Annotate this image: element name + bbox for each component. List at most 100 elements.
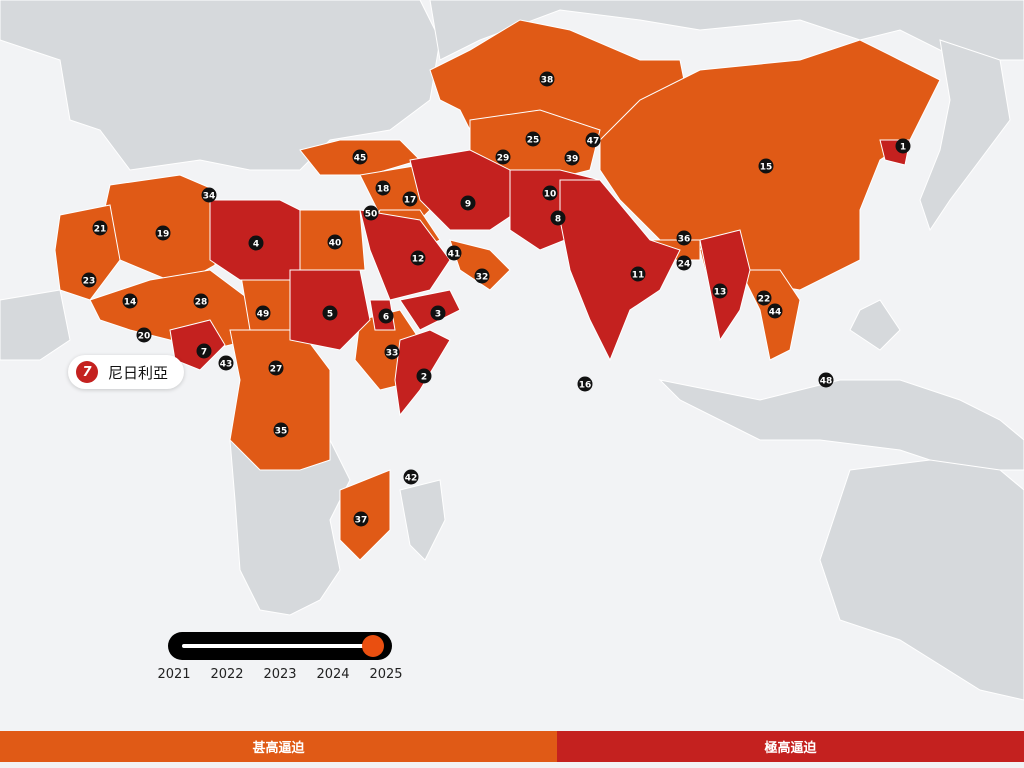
svg-text:15: 15 bbox=[760, 163, 773, 173]
marker-17[interactable]: 17 bbox=[402, 191, 418, 207]
marker-27[interactable]: 27 bbox=[268, 360, 284, 376]
svg-text:50: 50 bbox=[365, 210, 378, 220]
world-map: 1 2 3 4 5 6 7 8 9 10 11 12 13 14 15 16 1… bbox=[0, 0, 1024, 701]
marker-3[interactable]: 3 bbox=[430, 305, 446, 321]
legend-bar: 甚高逼迫 極高逼迫 bbox=[0, 731, 1024, 762]
marker-43[interactable]: 43 bbox=[218, 355, 234, 371]
svg-text:34: 34 bbox=[203, 192, 216, 202]
marker-24[interactable]: 24 bbox=[676, 255, 692, 271]
marker-23[interactable]: 23 bbox=[81, 272, 97, 288]
country-markers: 1 2 3 4 5 6 7 8 9 10 11 12 13 14 15 16 1… bbox=[81, 71, 911, 527]
marker-13[interactable]: 13 bbox=[712, 283, 728, 299]
svg-text:33: 33 bbox=[386, 349, 399, 359]
marker-49[interactable]: 49 bbox=[255, 305, 271, 321]
marker-5[interactable]: 5 bbox=[322, 305, 338, 321]
svg-text:38: 38 bbox=[541, 76, 554, 86]
marker-44[interactable]: 44 bbox=[767, 303, 783, 319]
marker-34[interactable]: 34 bbox=[201, 187, 217, 203]
year-label-2024[interactable]: 2024 bbox=[316, 667, 350, 682]
country-name: 尼日利亞 bbox=[108, 363, 169, 382]
year-label-2022[interactable]: 2022 bbox=[210, 667, 244, 682]
marker-42[interactable]: 42 bbox=[403, 469, 419, 485]
svg-text:10: 10 bbox=[544, 190, 557, 200]
marker-14[interactable]: 14 bbox=[122, 293, 138, 309]
svg-text:27: 27 bbox=[270, 365, 283, 375]
marker-28[interactable]: 28 bbox=[193, 293, 209, 309]
legend-extreme: 極高逼迫 bbox=[557, 731, 1024, 762]
svg-text:23: 23 bbox=[83, 277, 96, 287]
svg-text:25: 25 bbox=[527, 136, 540, 146]
svg-text:43: 43 bbox=[220, 360, 233, 370]
svg-text:44: 44 bbox=[769, 308, 782, 318]
marker-39[interactable]: 39 bbox=[564, 150, 580, 166]
year-slider[interactable] bbox=[168, 632, 392, 660]
legend-very-high: 甚高逼迫 bbox=[0, 731, 557, 762]
marker-33[interactable]: 33 bbox=[384, 344, 400, 360]
marker-47[interactable]: 47 bbox=[585, 132, 601, 148]
marker-38[interactable]: 38 bbox=[539, 71, 555, 87]
svg-text:6: 6 bbox=[383, 313, 389, 323]
svg-text:3: 3 bbox=[435, 310, 441, 320]
year-label-2023[interactable]: 2023 bbox=[263, 667, 297, 682]
marker-50[interactable]: 50 bbox=[363, 205, 379, 221]
marker-9[interactable]: 9 bbox=[460, 195, 476, 211]
slider-line bbox=[182, 644, 378, 648]
svg-text:28: 28 bbox=[195, 298, 208, 308]
marker-21[interactable]: 21 bbox=[92, 220, 108, 236]
marker-22[interactable]: 22 bbox=[756, 290, 772, 306]
svg-text:35: 35 bbox=[275, 427, 288, 437]
rank-badge: 7 bbox=[76, 361, 98, 383]
svg-text:16: 16 bbox=[579, 381, 592, 391]
marker-4[interactable]: 4 bbox=[248, 235, 264, 251]
svg-text:20: 20 bbox=[138, 332, 151, 342]
svg-text:7: 7 bbox=[201, 348, 207, 358]
svg-text:1: 1 bbox=[900, 143, 906, 153]
year-labels: 2021 2022 2023 2024 2025 bbox=[148, 667, 412, 682]
marker-25[interactable]: 25 bbox=[525, 131, 541, 147]
marker-8[interactable]: 8 bbox=[550, 210, 566, 226]
marker-29[interactable]: 29 bbox=[495, 149, 511, 165]
extreme-regions bbox=[169, 139, 911, 417]
marker-15[interactable]: 15 bbox=[758, 158, 774, 174]
svg-text:29: 29 bbox=[497, 154, 510, 164]
svg-text:22: 22 bbox=[758, 295, 771, 305]
svg-text:40: 40 bbox=[329, 239, 342, 249]
svg-text:48: 48 bbox=[820, 377, 833, 387]
marker-37[interactable]: 37 bbox=[353, 511, 369, 527]
marker-12[interactable]: 12 bbox=[410, 250, 426, 266]
marker-20[interactable]: 20 bbox=[136, 327, 152, 343]
marker-36[interactable]: 36 bbox=[676, 230, 692, 246]
marker-10[interactable]: 10 bbox=[542, 185, 558, 201]
svg-text:42: 42 bbox=[405, 474, 418, 484]
marker-32[interactable]: 32 bbox=[474, 268, 490, 284]
slider-handle[interactable] bbox=[362, 635, 384, 657]
year-label-2021[interactable]: 2021 bbox=[157, 667, 191, 682]
marker-19[interactable]: 19 bbox=[155, 225, 171, 241]
marker-48[interactable]: 48 bbox=[818, 372, 834, 388]
marker-7[interactable]: 7 bbox=[196, 343, 212, 359]
marker-2[interactable]: 2 bbox=[416, 368, 432, 384]
marker-1[interactable]: 1 bbox=[895, 138, 911, 154]
svg-text:11: 11 bbox=[632, 271, 645, 281]
svg-text:21: 21 bbox=[94, 225, 107, 235]
svg-text:2: 2 bbox=[421, 373, 427, 383]
marker-16[interactable]: 16 bbox=[577, 376, 593, 392]
background-land bbox=[0, 0, 1024, 701]
svg-text:45: 45 bbox=[354, 154, 367, 164]
marker-18[interactable]: 18 bbox=[375, 180, 391, 196]
svg-text:37: 37 bbox=[355, 516, 368, 526]
svg-text:4: 4 bbox=[253, 240, 259, 250]
marker-6[interactable]: 6 bbox=[378, 308, 394, 324]
svg-text:18: 18 bbox=[377, 185, 390, 195]
svg-text:41: 41 bbox=[448, 250, 461, 260]
year-label-2025[interactable]: 2025 bbox=[369, 667, 403, 682]
marker-35[interactable]: 35 bbox=[273, 422, 289, 438]
marker-41[interactable]: 41 bbox=[446, 245, 462, 261]
marker-11[interactable]: 11 bbox=[630, 266, 646, 282]
svg-text:17: 17 bbox=[404, 196, 417, 206]
marker-40[interactable]: 40 bbox=[327, 234, 343, 250]
marker-45[interactable]: 45 bbox=[352, 149, 368, 165]
svg-text:14: 14 bbox=[124, 298, 137, 308]
svg-text:36: 36 bbox=[678, 235, 691, 245]
svg-text:39: 39 bbox=[566, 155, 579, 165]
